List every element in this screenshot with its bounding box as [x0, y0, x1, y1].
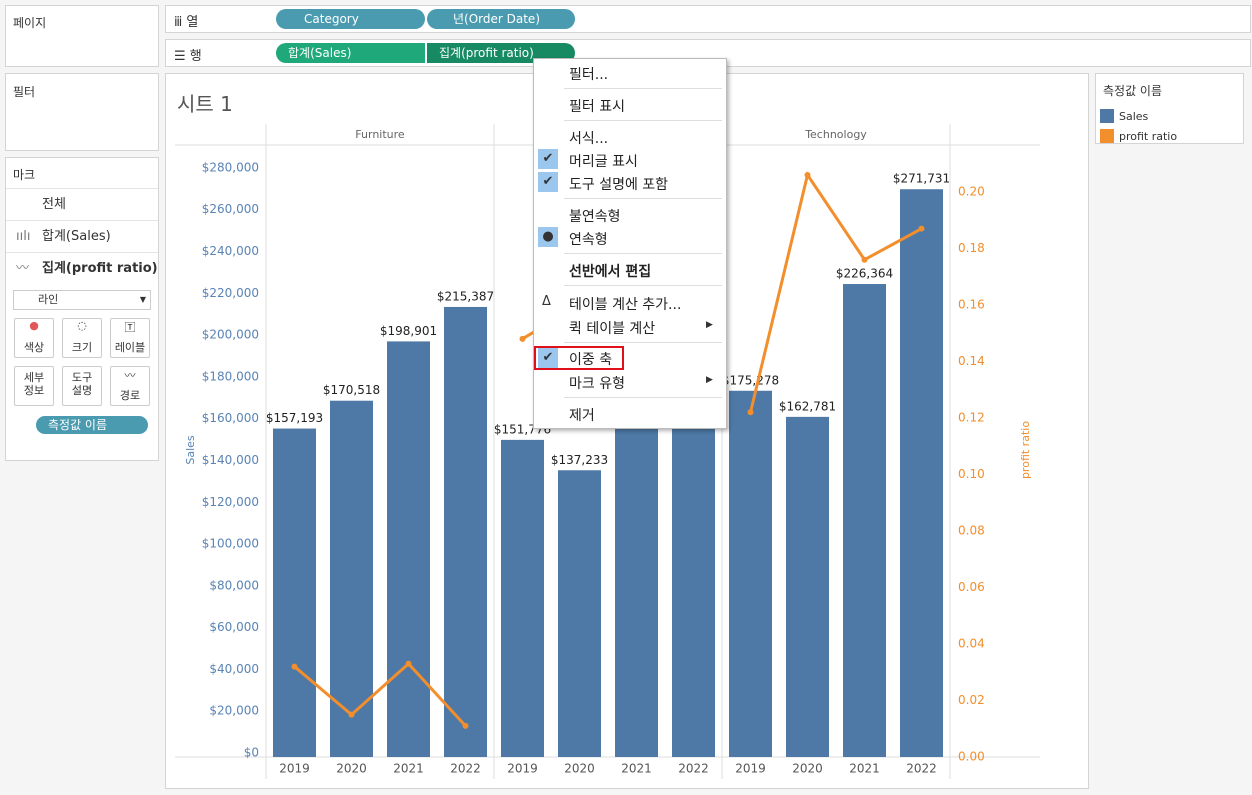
path-button[interactable]: 〰 경로	[110, 366, 150, 406]
marks-card: 마크 전체 ıılı 합계(Sales) 〰 집계(profit ratio) 라인…	[5, 157, 159, 461]
columns-label-text: 열	[186, 15, 199, 30]
legend-entries: Sales profit ratio	[1100, 106, 1177, 146]
delta-icon: Δ	[542, 294, 551, 309]
legend-title: 측정값 이름	[1103, 84, 1163, 98]
context-menu: 필터... 필터 표시 서식... ✔ 머리글 표시 ✔ 도구 설명에 포함 불…	[533, 58, 727, 429]
legend-label: Sales	[1119, 109, 1149, 123]
line-icon: 〰	[16, 261, 30, 276]
color-button[interactable]: ● 색상	[14, 318, 54, 358]
btn-label: 레이블	[114, 341, 146, 354]
separator	[564, 285, 722, 286]
separator	[564, 88, 722, 89]
marks-profit-label: 집계(profit ratio)	[42, 261, 158, 276]
year-pill[interactable]: 년(Order Date)	[427, 9, 575, 29]
filters-label: 필터	[13, 85, 36, 99]
menu-item[interactable]: 테이블 계산 추가...	[569, 297, 682, 313]
category-pill[interactable]: Category	[276, 9, 425, 29]
legend: 측정값 이름 Sales profit ratio	[1095, 73, 1244, 144]
btn-label: 도구 설명	[71, 371, 93, 397]
marks-title: 마크	[13, 168, 36, 182]
btn-label: 크기	[71, 341, 93, 354]
size-button[interactable]: ◌ 크기	[62, 318, 102, 358]
menu-item[interactable]: 선반에서 편집	[569, 264, 652, 280]
measure-names-pill[interactable]: 측정값 이름	[36, 416, 148, 434]
mark-type: 라인	[38, 293, 59, 306]
menu-item[interactable]: 연속형	[569, 232, 608, 248]
pages-label: 페이지	[13, 16, 47, 30]
legend-swatch	[1100, 109, 1114, 123]
pages-shelf[interactable]: 페이지	[5, 5, 159, 67]
filters-shelf[interactable]: 필터	[5, 73, 159, 151]
submenu-arrow: ▶	[706, 375, 713, 385]
separator	[564, 342, 722, 343]
menu-item[interactable]: 마크 유형	[569, 376, 625, 392]
menu-item[interactable]: 도구 설명에 포함	[569, 177, 669, 193]
btn-label: 색상	[23, 341, 45, 354]
legend-swatch	[1100, 129, 1114, 143]
dropdown-arrow: ▼	[139, 295, 146, 304]
marks-sales-label: 합계(Sales)	[42, 229, 111, 244]
highlight-box	[534, 346, 624, 370]
btn-label: 경로	[119, 389, 141, 402]
bar-icon: ıılı	[16, 229, 31, 244]
menu-item[interactable]: 필터 표시	[569, 99, 625, 115]
separator	[564, 120, 722, 121]
columns-label: ⅲ 열	[174, 15, 199, 30]
submenu-arrow: ▶	[706, 320, 713, 330]
detail-button[interactable]: 세부 정보	[14, 366, 54, 406]
menu-item[interactable]: 이중 축	[569, 352, 613, 368]
btn-label: 세부 정보	[23, 371, 45, 397]
check: ✔	[538, 149, 558, 169]
check: ✔	[538, 172, 558, 192]
check: ✔	[538, 348, 558, 368]
separator	[564, 253, 722, 254]
menu-item[interactable]: 머리글 표시	[569, 154, 638, 170]
menu-item[interactable]: 필터...	[569, 67, 609, 83]
marks-profit[interactable]: 〰 집계(profit ratio)	[6, 252, 158, 284]
marks-all[interactable]: 전체	[6, 188, 158, 220]
menu-item[interactable]: 퀵 테이블 계산	[569, 321, 656, 337]
tooltip-button[interactable]: 도구 설명	[62, 366, 102, 406]
rows-label-text: 행	[189, 49, 202, 64]
legend-entry[interactable]: Sales	[1100, 106, 1177, 126]
marks-sales[interactable]: ıılı 합계(Sales)	[6, 220, 158, 252]
sheet-title: 시트 1	[177, 92, 233, 116]
mark-type-dropdown[interactable]: 라인 ▼	[13, 290, 151, 310]
sales-pill[interactable]: 합계(Sales)	[276, 43, 425, 63]
separator	[564, 198, 722, 199]
menu-item[interactable]: 서식...	[569, 131, 609, 147]
label-button[interactable]: 🅃 레이블	[110, 318, 150, 358]
separator	[564, 397, 722, 398]
legend-entry[interactable]: profit ratio	[1100, 126, 1177, 146]
radio: ●	[538, 227, 558, 247]
menu-item[interactable]: 제거	[569, 408, 595, 424]
rows-label: ☰ 행	[174, 49, 202, 64]
menu-item[interactable]: 불연속형	[569, 209, 621, 225]
legend-label: profit ratio	[1119, 129, 1178, 143]
